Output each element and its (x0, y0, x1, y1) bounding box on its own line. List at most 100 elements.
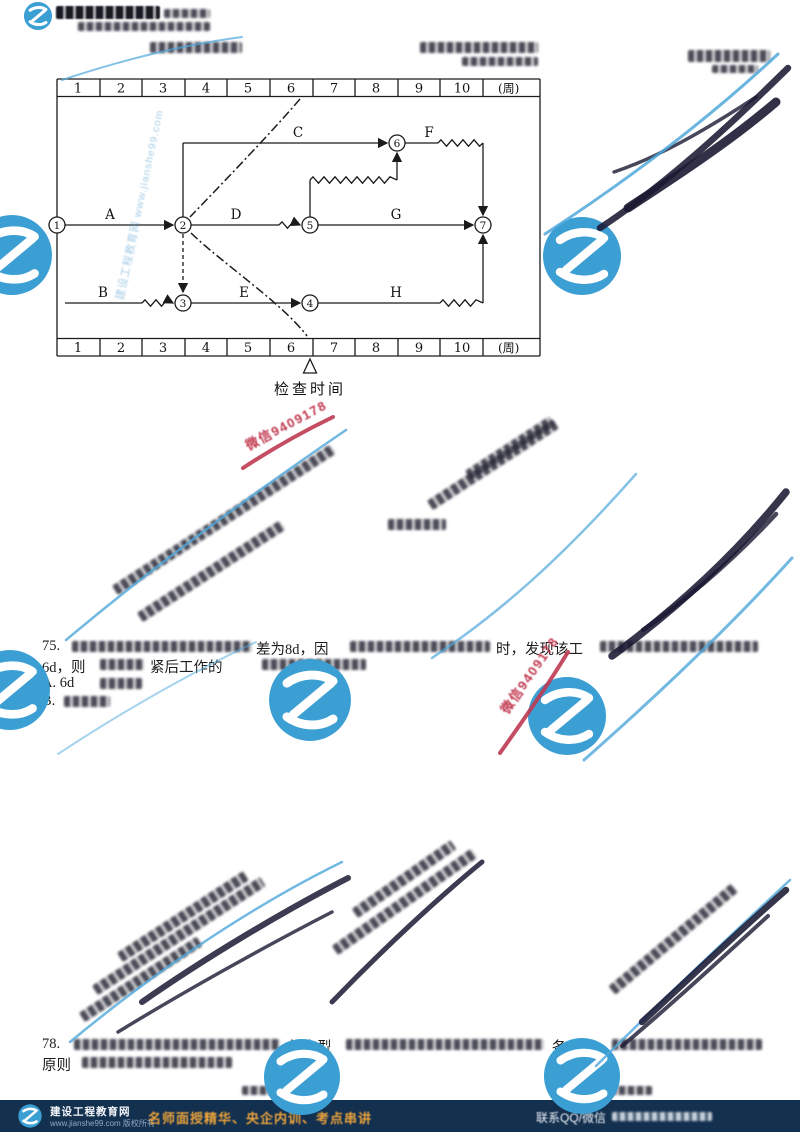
week-number: 7 (330, 341, 338, 356)
node-7 (474, 216, 492, 234)
footer-brand: 建设工程教育网 (50, 1106, 131, 1118)
signature-stroke (638, 886, 790, 1026)
week-number: 8 (372, 341, 380, 356)
blurred-diagonal-text (79, 936, 203, 1023)
watermark-logo-icon (543, 217, 621, 295)
blurred-diagonal-text (117, 871, 249, 963)
week-number: 4 (202, 341, 210, 356)
activity-d-float-wave (278, 216, 302, 230)
q75-fragment: 差为8d，因 (256, 642, 329, 658)
week-number: 10 (454, 82, 471, 97)
blurred-text (350, 641, 490, 652)
blurred-diagonal-text (427, 419, 559, 511)
blurred-text (64, 696, 110, 707)
node-5-label: 5 (307, 220, 314, 232)
blurred-text (688, 50, 770, 62)
blurred-text (600, 641, 758, 652)
activity-b-float-wave (141, 294, 175, 308)
q75-fragment: 时，发现该工 (496, 642, 583, 658)
blurred-diagonal-text (608, 883, 739, 995)
blurred-text (612, 1039, 762, 1050)
activity-f-label: F (424, 125, 433, 141)
signature-stroke-blue (61, 36, 243, 81)
ruler-ticks-bottom (99, 338, 484, 356)
blurred-text (150, 42, 242, 53)
blurred-text (100, 659, 144, 670)
blurred-diagonal-text (92, 876, 266, 996)
blurred-diagonal-text (137, 520, 286, 623)
blurred-title (56, 6, 160, 19)
q75-number: 75. (42, 638, 61, 654)
q78-fragment: 的大型 (288, 1040, 332, 1056)
ruler-frame (56, 78, 541, 357)
blurred-text (462, 57, 538, 66)
signature-stroke (620, 914, 770, 1048)
unit-label-top: (周) (498, 82, 519, 96)
blurred-text (262, 659, 366, 670)
q75-option-b: B. (42, 693, 56, 709)
week-number: 1 (74, 82, 82, 97)
activity-b-label: B (98, 285, 108, 301)
week-number: 2 (117, 82, 125, 97)
signature-stroke-blue (57, 641, 257, 755)
activity-f-float-wave (437, 138, 484, 148)
blurred-text (242, 1086, 328, 1095)
activity-h-float-wave (439, 298, 484, 308)
week-number: 2 (117, 341, 125, 356)
footer-bar: 建设工程教育网 www.jianshe99.com 版权所有 名师面授精华、央企… (0, 1100, 800, 1132)
q75-option-a: A. 6d (42, 675, 75, 691)
node-1 (48, 216, 66, 234)
node-1-label: 1 (54, 220, 61, 232)
blurred-text (100, 678, 142, 689)
node-4 (301, 294, 319, 312)
node-3-label: 3 (180, 298, 187, 310)
ruler-numbers-bottom: 1 2 3 4 5 6 7 8 9 10 (74, 341, 470, 356)
red-swash (498, 650, 570, 755)
watermark-logo-icon (269, 659, 351, 741)
site-watermark: 建设工程教育网 www.jianshe99.com (113, 108, 167, 301)
week-number: 6 (287, 82, 295, 97)
watermark-logo-icon (528, 677, 606, 755)
ruler-numbers-top: 1 2 3 4 5 6 7 8 9 10 (74, 82, 470, 97)
signature-stroke (640, 511, 779, 633)
signature-stroke (612, 95, 758, 174)
node-6 (388, 134, 406, 152)
week-number: 5 (244, 82, 252, 97)
blurred-text (164, 9, 210, 18)
q78-number: 78. (42, 1036, 61, 1052)
activity-h-label: H (390, 285, 402, 301)
signature-stroke-blue (594, 878, 792, 1068)
q75-fragment: 6d，则 (42, 660, 86, 676)
blurred-text (346, 1039, 544, 1050)
week-number: 3 (159, 341, 167, 356)
watermark-logo-icon (0, 215, 52, 295)
signature-stroke-blue (543, 52, 780, 236)
activity-g-label: G (391, 207, 402, 223)
blurred-text (78, 22, 210, 31)
week-number: 8 (372, 82, 380, 97)
blurred-text (72, 641, 252, 652)
q75-fragment: 紧后工作的 (150, 660, 223, 676)
week-number: 5 (244, 341, 252, 356)
week-number: 10 (454, 341, 471, 356)
blurred-text (74, 1039, 280, 1050)
blurred-text (556, 1086, 652, 1095)
signature-stroke-blue (64, 428, 348, 642)
node-7-label: 7 (480, 220, 487, 232)
blurred-footer-text (612, 1112, 712, 1121)
footer-promo: 名师面授精华、央企内训、考点串讲 (148, 1111, 373, 1126)
blurred-text (82, 1057, 232, 1068)
blurred-text (712, 65, 758, 73)
node-2-label: 2 (180, 220, 187, 232)
q78-fragment: 原则 (42, 1058, 71, 1074)
signature-stroke-blue (68, 860, 344, 1044)
signature-stroke-blue (430, 472, 638, 660)
link-5-6-float-wave (309, 175, 398, 185)
blurred-diagonal-text (351, 840, 457, 919)
signature-stroke-blue (582, 556, 794, 762)
signature-stroke (329, 859, 485, 1005)
